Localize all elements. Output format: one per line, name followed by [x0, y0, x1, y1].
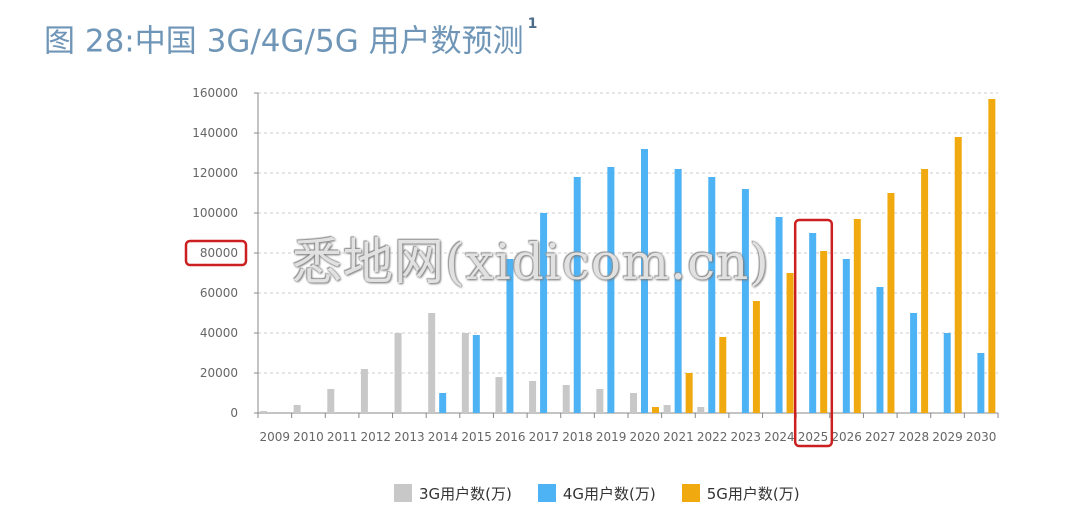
x-tick-label: 2017: [529, 430, 560, 444]
bar-5g-2024: [786, 273, 794, 413]
x-tick-label: 2023: [730, 430, 761, 444]
bar-3g-2019: [596, 389, 604, 413]
bar-3g-2012: [360, 369, 368, 413]
bar-3g-2018: [562, 385, 570, 413]
y-tick-label: 20000: [200, 366, 238, 380]
x-tick-label: 2016: [495, 430, 526, 444]
bar-4g-2029: [943, 333, 951, 413]
bar-3g-2010: [293, 405, 301, 413]
bar-5g-2023: [752, 301, 760, 413]
bar-5g-2022: [719, 337, 727, 413]
bar-3g-2017: [529, 381, 537, 413]
x-tick-label: 2014: [428, 430, 459, 444]
bar-4g-2020: [641, 149, 648, 413]
y-tick-label: 0: [230, 406, 238, 420]
legend-swatch-4g: [537, 484, 556, 502]
x-tick-label: 2019: [596, 430, 627, 444]
bar-5g-2029: [954, 137, 962, 413]
bar-4g-2026: [842, 259, 850, 413]
y-tick-label: 120000: [192, 166, 238, 180]
x-tick-label: 2015: [461, 430, 492, 444]
bar-3g-2016: [495, 377, 503, 413]
legend: 3G用户数(万) 4G用户数(万) 5G用户数(万): [394, 482, 826, 504]
x-tick-label: 2028: [899, 430, 930, 444]
y-tick-label: 80000: [200, 246, 238, 260]
bar-5g-2026: [853, 219, 861, 413]
bar-3g-2020: [630, 393, 637, 413]
bar-3g-2014: [428, 313, 436, 413]
legend-label-5g: 5G用户数(万): [706, 484, 800, 503]
bar-5g-2020: [652, 407, 659, 413]
legend-label-3g: 3G用户数(万): [419, 484, 512, 503]
bar-3g-2009: [260, 411, 267, 413]
bar-4g-2016: [506, 259, 514, 413]
bar-5g-2025: [820, 251, 828, 413]
highlight-box-2025: [793, 218, 834, 448]
x-tick-label: 2027: [865, 430, 896, 444]
y-tick-label: 160000: [192, 86, 238, 100]
legend-item-3g: 3G用户数(万): [394, 483, 512, 504]
bar-4g-2024: [775, 217, 783, 413]
x-tick-label: 2020: [630, 430, 661, 444]
bar-4g-2023: [741, 189, 749, 413]
x-tick-label: 2024: [764, 430, 795, 444]
x-tick-label: 2011: [327, 430, 358, 444]
y-tick-label: 140000: [192, 126, 238, 140]
bar-5g-2021: [685, 373, 693, 413]
bar-3g-2021: [663, 405, 671, 413]
bar-4g-2025: [809, 233, 817, 413]
bar-4g-2017: [540, 213, 548, 413]
x-tick-label: 2026: [831, 430, 862, 444]
bar-4g-2014: [439, 393, 447, 413]
legend-item-4g: 4G用户数(万): [537, 483, 656, 504]
bar-3g-2013: [394, 333, 402, 413]
legend-item-5g: 5G用户数(万): [681, 483, 800, 504]
x-tick-label: 2025: [798, 430, 829, 444]
legend-label-4g: 4G用户数(万): [562, 484, 656, 503]
bar-3g-2022: [697, 407, 705, 413]
chart-title: 图 28:中国 3G/4G/5G 用户数预测 1: [44, 10, 537, 62]
y-tick-label: 40000: [200, 326, 238, 340]
footnote-marker: 1: [527, 16, 538, 32]
x-tick-label: 2013: [394, 430, 425, 444]
bar-4g-2027: [876, 287, 884, 413]
x-tick-label: 2010: [293, 430, 324, 444]
bar-3g-2011: [327, 389, 335, 413]
bar-5g-2030: [988, 99, 996, 413]
bar-4g-2028: [910, 313, 918, 413]
bar-3g-2015: [461, 333, 469, 413]
highlight-box-80000: [184, 239, 248, 267]
bar-4g-2015: [472, 335, 480, 413]
legend-swatch-5g: [681, 484, 700, 502]
x-tick-label: 2029: [932, 430, 963, 444]
bar-5g-2028: [921, 169, 929, 413]
bar-4g-2030: [977, 353, 985, 413]
bar-4g-2018: [573, 177, 581, 413]
x-tick-label: 2018: [562, 430, 593, 444]
bar-4g-2022: [708, 177, 716, 413]
y-tick-label: 100000: [192, 206, 238, 220]
x-tick-label: 2009: [260, 430, 291, 444]
x-tick-label: 2030: [966, 430, 997, 444]
y-tick-label: 60000: [200, 286, 238, 300]
bar-4g-2021: [674, 169, 682, 413]
x-tick-label: 2012: [360, 430, 391, 444]
bar-4g-2019: [607, 167, 615, 413]
chart-title-text: 图 28:中国 3G/4G/5G 用户数预测: [44, 23, 524, 60]
x-tick-label: 2022: [697, 430, 728, 444]
bar-5g-2027: [887, 193, 895, 413]
legend-swatch-3g: [394, 484, 412, 502]
x-tick-label: 2021: [663, 430, 694, 444]
